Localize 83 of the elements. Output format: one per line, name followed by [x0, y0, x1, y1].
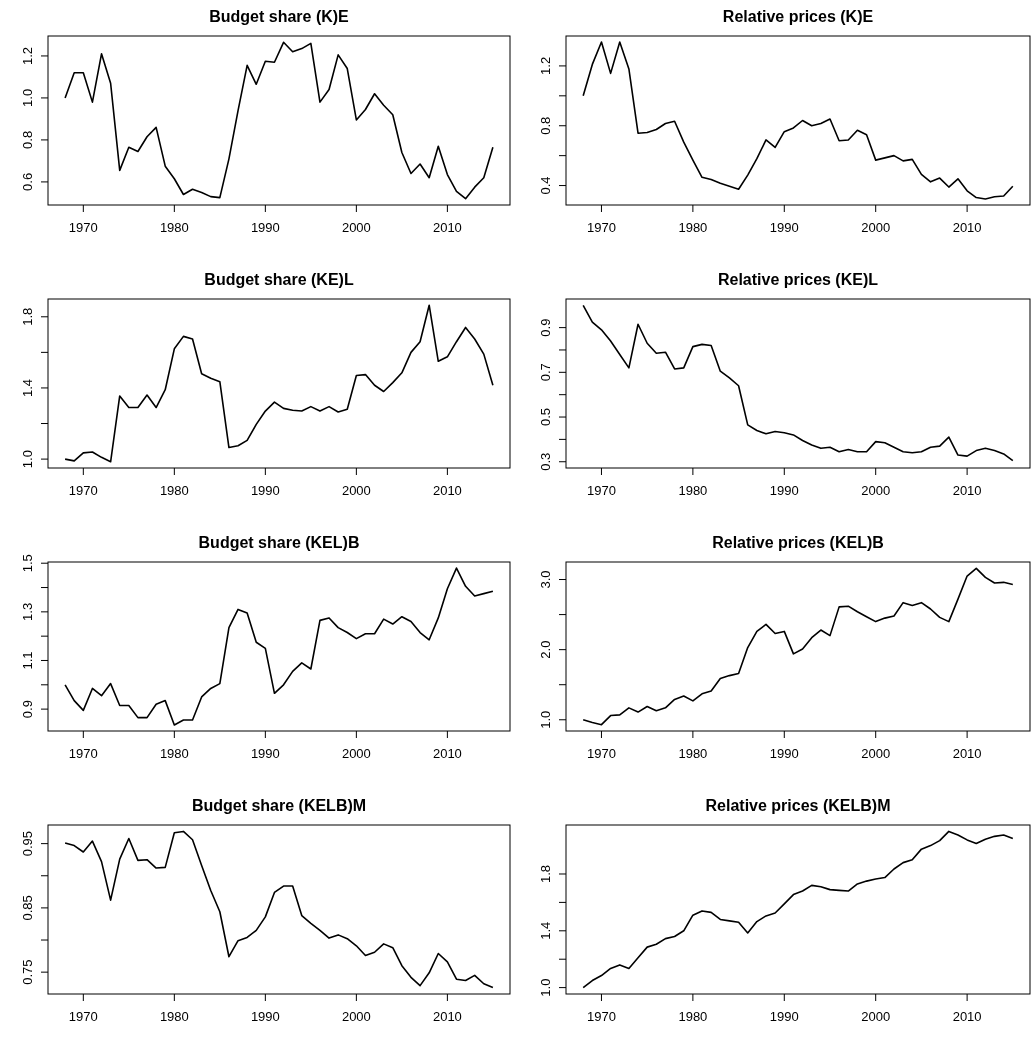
x-tick-label: 1970 [587, 1009, 616, 1024]
x-tick-label: 2010 [952, 746, 982, 761]
y-tick-label: 1.0 [538, 978, 553, 997]
line-series [582, 304, 1014, 462]
x-tick-label: 1980 [678, 746, 708, 761]
y-tick-label: 1.3 [20, 602, 35, 621]
x-tick-label: 2000 [341, 1009, 371, 1024]
chart-title: Budget share (KELB)M [191, 797, 367, 814]
x-tick-label: 2000 [861, 483, 891, 498]
y-tick-label: 1.4 [538, 921, 553, 940]
x-tick-label: 1970 [587, 746, 616, 761]
y-tick-label: 3.0 [538, 570, 553, 589]
x-tick-label: 1970 [68, 1009, 98, 1024]
line-series [64, 567, 494, 726]
y-tick-label: 0.7 [538, 363, 553, 382]
y-tick-label: 0.4 [538, 176, 553, 195]
x-tick-label: 1990 [250, 1009, 280, 1024]
y-tick-label: 0.8 [20, 130, 35, 149]
x-tick-label: 2000 [861, 746, 891, 761]
x-tick-label: 2010 [432, 483, 462, 498]
line-series [582, 830, 1014, 989]
x-tick-label: 1980 [159, 1009, 189, 1024]
x-tick-label: 2000 [341, 746, 371, 761]
chart-title: Budget share (KE)L [204, 271, 354, 288]
x-tick-label: 2000 [341, 220, 371, 235]
y-tick-label: 0.6 [20, 172, 35, 191]
line-series [64, 830, 494, 989]
x-tick-label: 1970 [587, 220, 616, 235]
chart-title: Budget share (KEL)B [198, 534, 360, 551]
x-tick-label: 2010 [432, 220, 462, 235]
y-tick-label: 1.2 [538, 56, 553, 75]
y-tick-label: 2.0 [538, 640, 553, 659]
x-tick-label: 1970 [68, 746, 98, 761]
y-tick-label: 0.9 [538, 318, 553, 337]
x-tick-label: 1970 [587, 483, 616, 498]
y-tick-label: 0.5 [538, 407, 553, 427]
x-tick-label: 1990 [250, 483, 280, 498]
x-tick-label: 1990 [769, 483, 799, 498]
x-tick-label: 2000 [861, 1009, 891, 1024]
x-tick-label: 1990 [769, 746, 799, 761]
line-series [582, 567, 1014, 726]
x-tick-label: 1980 [678, 1009, 708, 1024]
y-tick-label: 0.3 [538, 452, 553, 471]
x-tick-label: 1990 [250, 220, 280, 235]
line-series [582, 41, 1014, 200]
x-tick-label: 2010 [432, 1009, 462, 1024]
x-tick-label: 1980 [678, 220, 708, 235]
y-tick-label: 0.75 [20, 959, 35, 985]
x-tick-label: 2010 [952, 483, 982, 498]
y-tick-label: 0.85 [20, 895, 35, 921]
x-tick-label: 1990 [769, 220, 799, 235]
y-tick-label: 1.1 [20, 651, 35, 670]
x-tick-label: 1970 [68, 483, 98, 498]
chart-title: Budget share (K)E [209, 8, 350, 25]
y-tick-label: 1.4 [20, 378, 35, 397]
chart-title: Relative prices (KEL)B [712, 534, 884, 551]
y-tick-label: 0.95 [20, 830, 35, 857]
x-tick-label: 1990 [769, 1009, 799, 1024]
line-series [64, 41, 494, 200]
x-tick-label: 2000 [861, 220, 891, 235]
chart-title: Relative prices (KE)L [717, 271, 879, 288]
y-tick-label: 1.0 [20, 88, 35, 107]
x-tick-label: 1980 [159, 746, 189, 761]
y-tick-label: 1.8 [538, 864, 553, 884]
x-tick-label: 2010 [432, 746, 462, 761]
y-tick-label: 1.8 [20, 307, 35, 326]
x-tick-label: 2010 [952, 220, 982, 235]
y-tick-label: 1.0 [20, 450, 35, 469]
y-tick-label: 1.2 [20, 46, 35, 65]
x-tick-label: 1980 [678, 483, 708, 498]
line-series [64, 304, 494, 463]
x-tick-label: 1980 [159, 220, 189, 235]
chart-title: Relative prices (K)E [722, 8, 874, 25]
chart-title: Relative prices (KELB)M [705, 797, 891, 814]
x-tick-label: 1970 [68, 220, 98, 235]
x-tick-label: 1980 [159, 483, 189, 498]
y-tick-label: 1.5 [20, 554, 35, 573]
x-tick-label: 2010 [952, 1009, 982, 1024]
x-tick-label: 1990 [250, 746, 280, 761]
x-tick-label: 2000 [341, 483, 371, 498]
y-tick-label: 0.9 [20, 700, 35, 719]
y-tick-label: 0.8 [538, 116, 553, 135]
y-tick-label: 1.0 [538, 710, 553, 729]
